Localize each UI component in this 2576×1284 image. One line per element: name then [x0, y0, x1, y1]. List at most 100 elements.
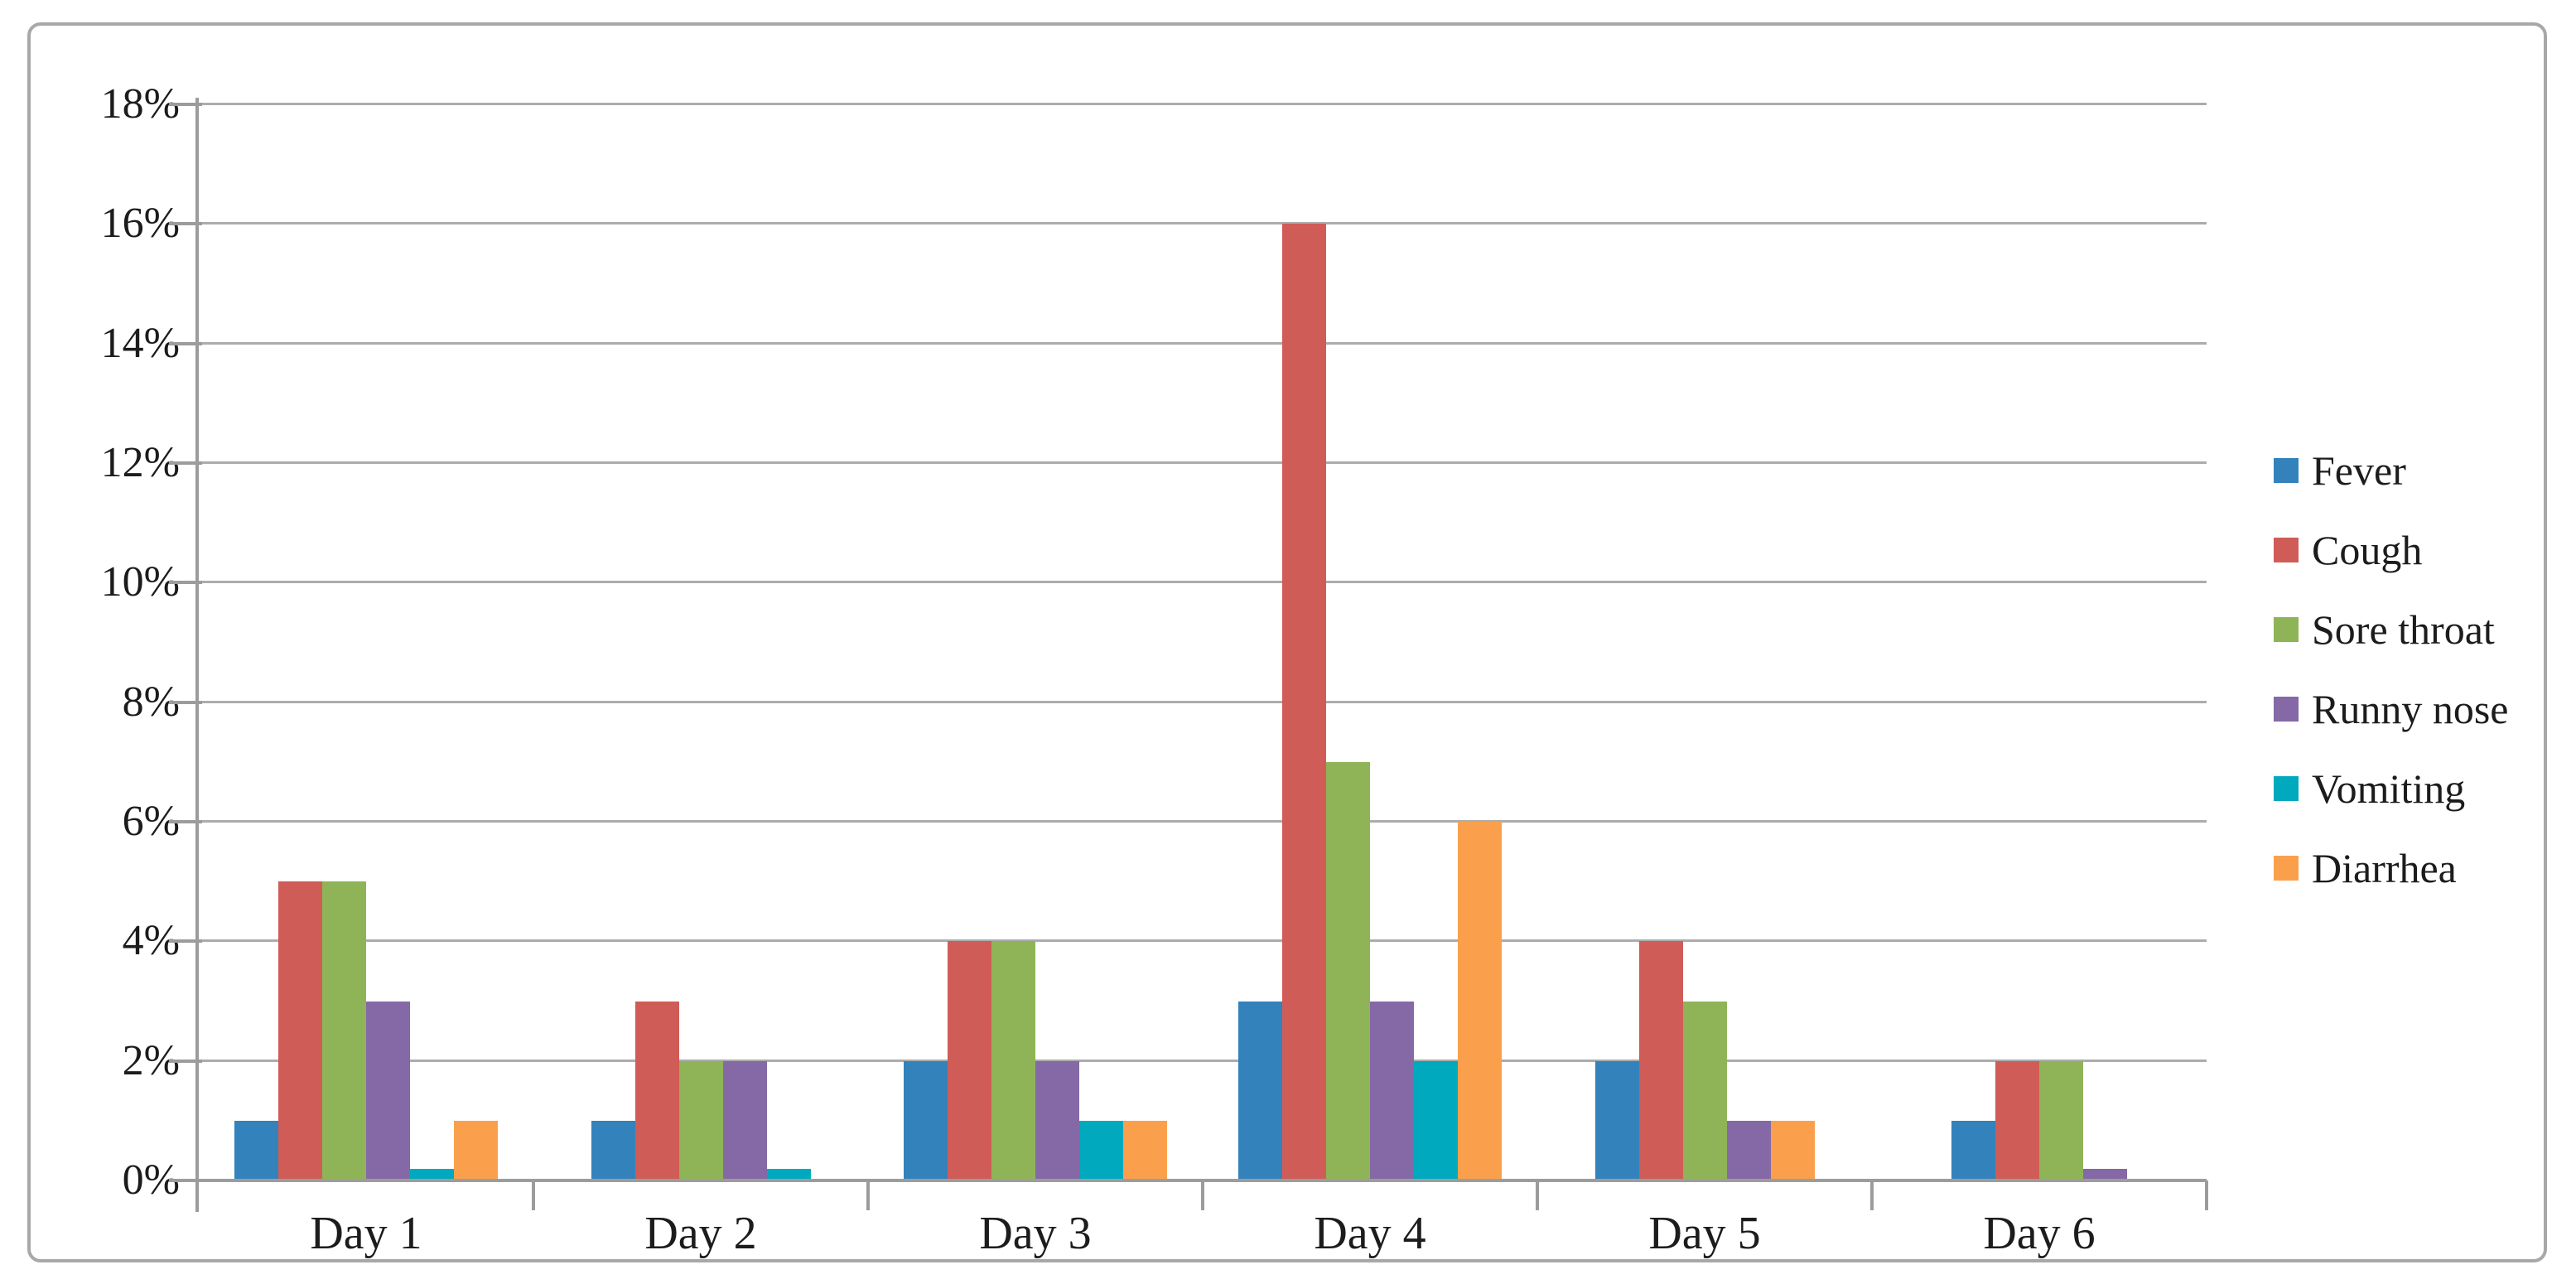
day-label-2: Day 2 — [644, 1208, 757, 1259]
legend-label-cough: Cough — [2312, 527, 2423, 573]
bar-runny-nose-day-6 — [2083, 1168, 2127, 1180]
bar-sore-throat-day-6 — [2039, 1060, 2083, 1180]
y-tick-mark-2 — [169, 1059, 202, 1063]
bar-vomiting-day-3 — [1079, 1120, 1123, 1180]
y-tick-mark-10 — [169, 581, 202, 585]
legend-item-cough: Cough — [2274, 510, 2509, 590]
bar-sore-throat-day-4 — [1326, 761, 1370, 1180]
legend-label-sore-throat: Sore throat — [2312, 606, 2495, 653]
x-tick-mark-3 — [1201, 1180, 1204, 1210]
y-tick-mark-0 — [169, 1179, 202, 1182]
y-tick-mark-14 — [169, 341, 202, 345]
legend-swatch-fever — [2274, 458, 2299, 483]
legend-item-sore-throat: Sore throat — [2274, 590, 2509, 669]
bar-runny-nose-day-2 — [722, 1060, 767, 1180]
y-tick-label-10: 10% — [100, 558, 180, 606]
y-tick-mark-12 — [169, 461, 202, 465]
bar-diarrhea-day-3 — [1123, 1120, 1167, 1180]
category-group-day-4 — [1203, 104, 1537, 1180]
legend-label-runny-nose: Runny nose — [2312, 686, 2509, 732]
gridline-12 — [199, 461, 2207, 464]
bar-cough-day-1 — [278, 881, 322, 1180]
bar-cough-day-2 — [634, 1001, 679, 1180]
legend-label-vomiting: Vomiting — [2312, 765, 2466, 812]
day-label-4: Day 4 — [1314, 1208, 1426, 1259]
y-tick-label-0: 0% — [122, 1156, 180, 1204]
legend-label-fever: Fever — [2312, 447, 2406, 494]
x-tick-mark-5 — [1870, 1180, 1874, 1210]
category-group-day-2 — [533, 104, 868, 1180]
day-label-6: Day 6 — [1983, 1208, 2096, 1259]
plot-area: Day 1 Day 2 Day 3 Day 4 Day 5 Day 6 — [169, 98, 2208, 1259]
bar-runny-nose-day-4 — [1370, 1001, 1414, 1180]
legend-swatch-sore-throat — [2274, 617, 2299, 642]
day-label-5: Day 5 — [1648, 1208, 1761, 1259]
bar-diarrhea-day-5 — [1770, 1120, 1815, 1180]
gridline-2 — [199, 1059, 2207, 1062]
gridline-10 — [199, 581, 2207, 584]
day-label-1: Day 1 — [310, 1208, 422, 1259]
y-tick-label-16: 16% — [100, 200, 180, 248]
gridline-8 — [199, 700, 2207, 703]
y-tick-label-12: 12% — [100, 439, 180, 486]
gridline-18 — [199, 103, 2207, 105]
legend-swatch-diarrhea — [2274, 856, 2299, 881]
y-tick-mark-16 — [169, 222, 202, 226]
bar-diarrhea-day-4 — [1458, 822, 1502, 1180]
gridline-14 — [199, 341, 2207, 345]
x-tick-mark-1 — [532, 1180, 535, 1210]
bar-vomiting-day-2 — [766, 1168, 811, 1180]
y-tick-mark-4 — [169, 939, 202, 944]
bar-runny-nose-day-3 — [1035, 1060, 1079, 1180]
bar-diarrhea-day-1 — [454, 1120, 498, 1180]
bar-fever-day-3 — [904, 1060, 948, 1180]
y-axis-line — [195, 98, 199, 1212]
bar-fever-day-2 — [591, 1120, 635, 1180]
legend-item-fever: Fever — [2274, 431, 2509, 510]
category-group-day-1 — [199, 104, 533, 1180]
category-group-day-6 — [1872, 104, 2207, 1180]
y-tick-label-14: 14% — [100, 319, 180, 367]
legend-swatch-runny-nose — [2274, 697, 2299, 722]
category-group-day-5 — [1537, 104, 1872, 1180]
gridline-16 — [199, 222, 2207, 225]
bar-sore-throat-day-1 — [322, 881, 366, 1180]
y-tick-mark-8 — [169, 700, 202, 704]
x-tick-mark-6 — [2205, 1180, 2208, 1210]
bar-fever-day-5 — [1594, 1060, 1639, 1180]
bars-layer — [199, 104, 2207, 1180]
legend-label-diarrhea: Diarrhea — [2312, 845, 2457, 891]
bar-fever-day-4 — [1238, 1001, 1282, 1180]
day-label-3: Day 3 — [979, 1208, 1092, 1259]
y-tick-mark-6 — [169, 820, 202, 823]
y-tick-label-4: 4% — [122, 917, 180, 965]
bar-vomiting-day-4 — [1414, 1060, 1458, 1180]
legend: Fever Cough Sore throat Runny nose Vomiting D… — [2274, 431, 2509, 908]
gridline-6 — [199, 820, 2207, 823]
bar-cough-day-3 — [948, 941, 991, 1180]
legend-item-vomiting: Vomiting — [2274, 749, 2509, 828]
x-tick-mark-4 — [1536, 1180, 1539, 1210]
bar-fever-day-6 — [1951, 1120, 1995, 1180]
legend-swatch-cough — [2274, 538, 2299, 562]
bar-fever-day-1 — [234, 1120, 278, 1180]
y-tick-mark-18 — [169, 103, 202, 106]
y-tick-label-8: 8% — [122, 678, 180, 726]
bar-cough-day-4 — [1282, 224, 1326, 1180]
legend-swatch-vomiting — [2274, 776, 2299, 801]
gridline-4 — [199, 939, 2207, 943]
bar-sore-throat-day-5 — [1682, 1001, 1727, 1180]
bar-runny-nose-day-5 — [1726, 1120, 1771, 1180]
legend-item-runny-nose: Runny nose — [2274, 669, 2509, 749]
bar-runny-nose-day-1 — [366, 1001, 410, 1180]
chart-frame: Day 1 Day 2 Day 3 Day 4 Day 5 Day 6 0% 2% 4% 6% 8… — [27, 22, 2547, 1262]
bar-cough-day-5 — [1638, 941, 1683, 1180]
x-axis-labels: Day 1 Day 2 Day 3 Day 4 Day 5 Day 6 — [199, 1200, 2207, 1267]
x-tick-mark-2 — [866, 1180, 870, 1210]
y-tick-label-18: 18% — [100, 80, 180, 128]
legend-item-diarrhea: Diarrhea — [2274, 828, 2509, 908]
category-group-day-3 — [868, 104, 1203, 1180]
y-tick-label-6: 6% — [122, 798, 180, 845]
bar-cough-day-6 — [1995, 1060, 2039, 1180]
